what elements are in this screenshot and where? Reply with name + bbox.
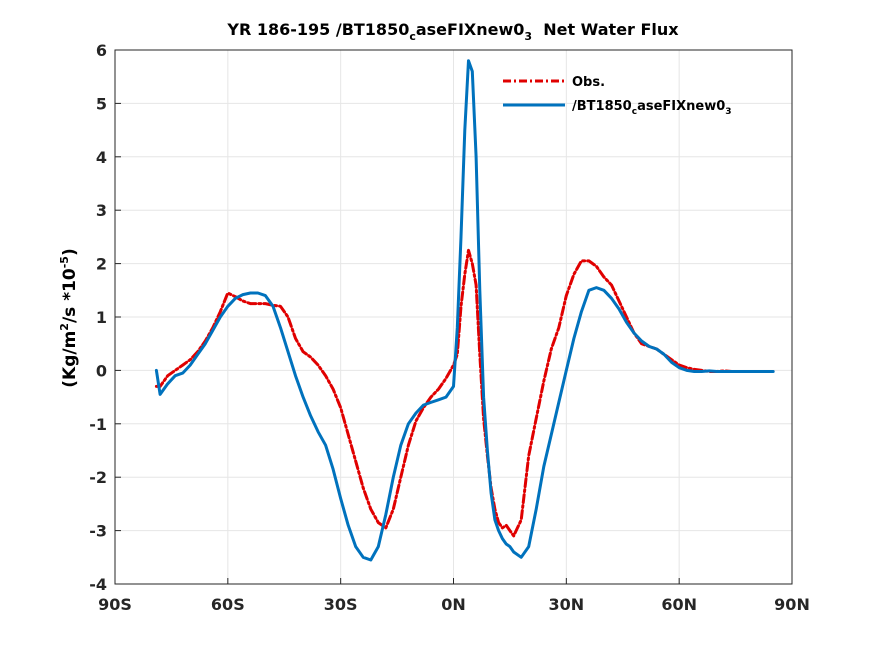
y-tick-label: -3 [89, 522, 107, 541]
series-line-model [154, 59, 775, 562]
y-tick-label: 3 [96, 201, 107, 220]
x-tick-label: 90S [98, 595, 132, 614]
x-tick-label: 0N [441, 595, 466, 614]
x-tick-label: 60S [211, 595, 245, 614]
y-tick-label: 2 [96, 255, 107, 274]
legend: Obs. /BT1850caseFIXnew03 [503, 75, 732, 117]
y-tick-label: 4 [96, 148, 107, 167]
y-tick-label: -1 [89, 415, 107, 434]
chart-title: YR 186-195 /BT1850caseFIXnew03 Net Water… [226, 20, 679, 43]
y-axis-label: (Kg/m2/s *10-5) [58, 248, 80, 388]
x-tick-label: 60N [661, 595, 697, 614]
y-tick-label: 0 [96, 361, 107, 380]
x-tick-label: 90N [774, 595, 810, 614]
y-tick-label: -4 [89, 575, 107, 594]
x-tick-label: 30N [549, 595, 585, 614]
y-tick-label: -2 [89, 468, 107, 487]
axis-ticks: 90S 60S 30S 0N 30N 60N 90N -4 -3 -2 -1 0 1 2 3 4 5 6 [89, 41, 810, 614]
legend-label-obs: Obs. [572, 75, 605, 90]
y-tick-label: 5 [96, 94, 107, 113]
x-tick-label: 30S [324, 595, 358, 614]
y-tick-label: 1 [96, 308, 107, 327]
legend-label-model: /BT1850caseFIXnew03 [572, 99, 732, 117]
y-tick-label: 6 [96, 41, 107, 60]
series-layer [154, 59, 775, 562]
